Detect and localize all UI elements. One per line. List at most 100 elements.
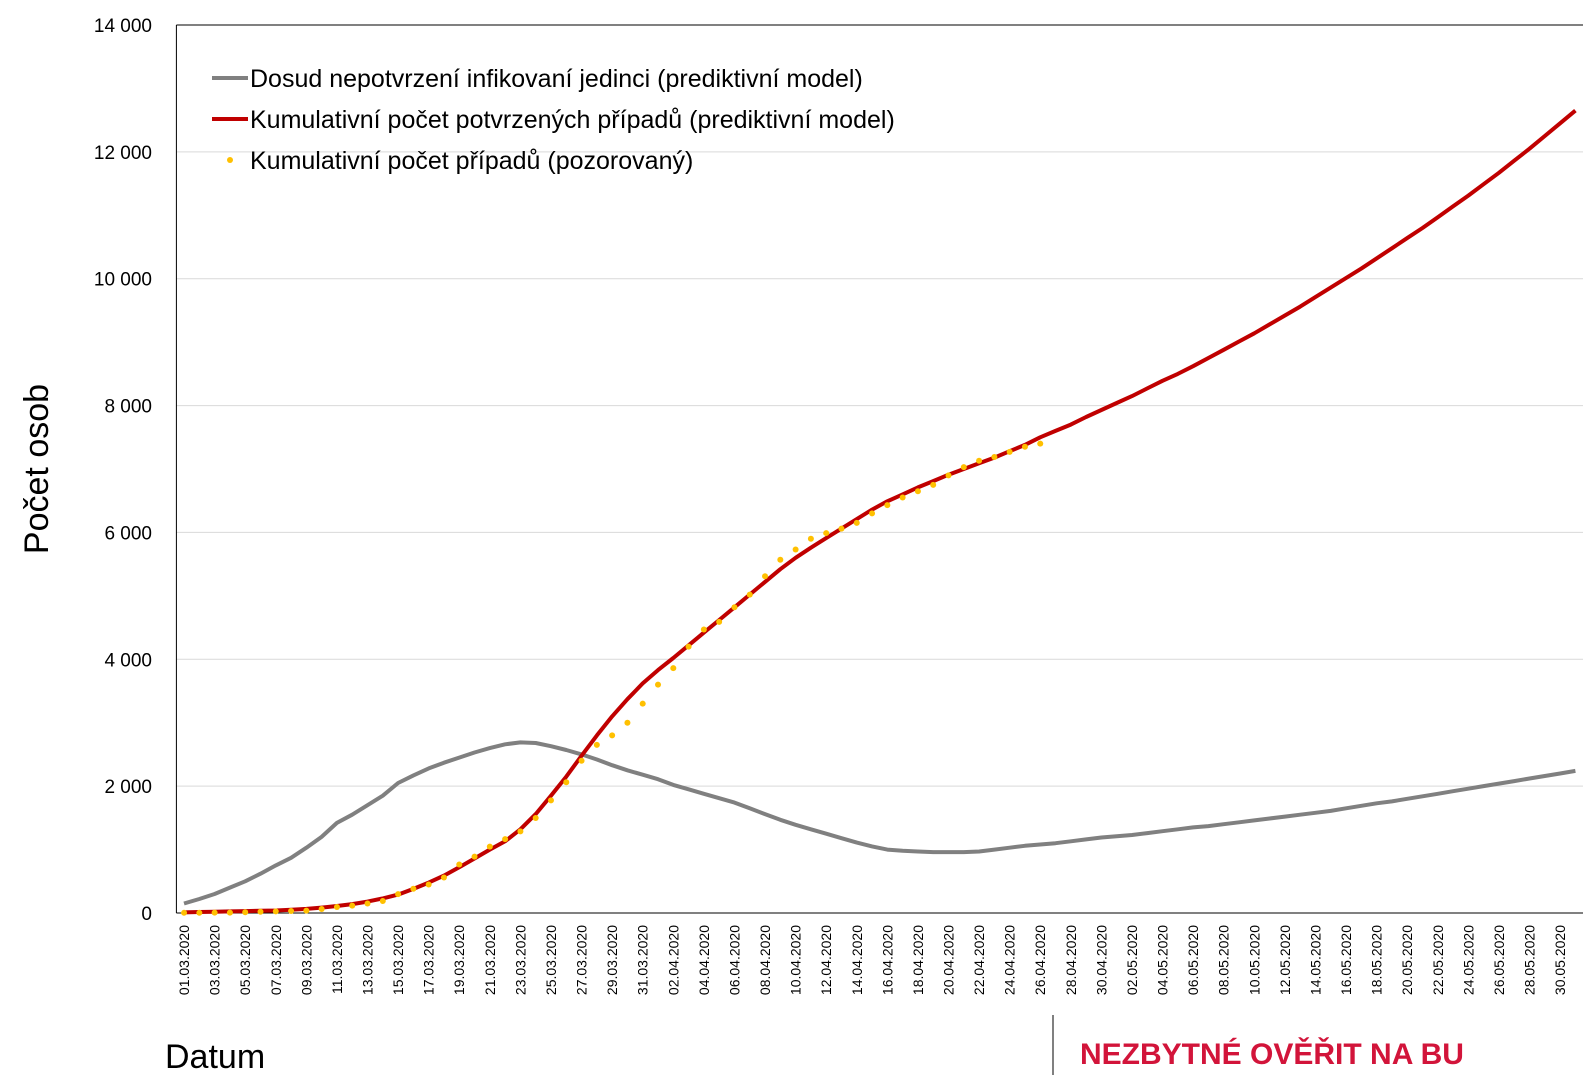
- x-tick-label: 07.03.2020: [268, 925, 284, 995]
- data-point: [792, 546, 799, 553]
- x-tick-label: 08.04.2020: [757, 925, 773, 995]
- data-point: [440, 874, 447, 881]
- annotation: NEZBYTNÉ OVĚŘIT NA BU: [1080, 1037, 1464, 1071]
- x-tick-label: 04.04.2020: [696, 925, 712, 995]
- x-tick-label: 30.04.2020: [1093, 925, 1109, 995]
- data-point: [288, 907, 295, 914]
- x-tick-label: 17.03.2020: [421, 925, 437, 995]
- x-tick-label: 21.03.2020: [482, 925, 498, 995]
- x-tick-label: 30.05.2020: [1552, 925, 1568, 995]
- data-point: [486, 843, 493, 850]
- x-tick-label: 27.03.2020: [574, 925, 590, 995]
- data-point: [823, 530, 830, 537]
- x-tick-label: 20.05.2020: [1399, 925, 1415, 995]
- data-point: [456, 861, 463, 868]
- data-point: [639, 700, 646, 707]
- x-tick-label: 05.03.2020: [237, 925, 253, 995]
- legend-label: Kumulativní počet případů (pozorovaný): [250, 147, 693, 175]
- data-point: [196, 909, 203, 916]
- data-point: [318, 906, 325, 913]
- data-point: [364, 900, 371, 907]
- x-tick-label: 31.03.2020: [635, 925, 651, 995]
- x-tick-label: 14.05.2020: [1307, 925, 1323, 995]
- x-tick-label: 13.03.2020: [360, 925, 376, 995]
- x-tick-label: 03.03.2020: [207, 925, 223, 995]
- x-tick-label: 20.04.2020: [941, 925, 957, 995]
- data-point: [976, 457, 983, 464]
- data-point: [1021, 443, 1028, 450]
- data-point: [226, 909, 233, 916]
- data-point: [838, 525, 845, 532]
- x-tick-label: 24.04.2020: [1002, 925, 1018, 995]
- legend-marker: [227, 157, 233, 163]
- x-tick-label: 15.03.2020: [390, 925, 406, 995]
- data-point: [899, 494, 906, 501]
- data-point: [884, 502, 891, 509]
- x-tick-label: 22.04.2020: [971, 925, 987, 995]
- data-point: [685, 643, 692, 650]
- data-point: [655, 681, 662, 688]
- data-point: [624, 719, 631, 726]
- y-axis-title: Počet osob: [18, 384, 56, 554]
- data-point: [272, 908, 279, 915]
- data-point: [1037, 440, 1044, 447]
- data-point: [211, 909, 218, 916]
- x-tick-label: 25.03.2020: [543, 925, 559, 995]
- x-tick-label: 12.05.2020: [1277, 925, 1293, 995]
- data-point: [242, 909, 249, 916]
- x-tick-label: 14.04.2020: [849, 925, 865, 995]
- data-point: [502, 836, 509, 843]
- y-tick-label: 14 000: [94, 16, 152, 37]
- x-tick-label: 29.03.2020: [604, 925, 620, 995]
- legend-label: Kumulativní počet potvrzených případů (p…: [250, 106, 895, 134]
- x-tick-label: 12.04.2020: [818, 925, 834, 995]
- x-tick-label: 10.05.2020: [1246, 925, 1262, 995]
- data-point: [960, 464, 967, 471]
- data-point: [869, 510, 876, 517]
- data-point: [547, 797, 554, 804]
- x-tick-label: 26.04.2020: [1032, 925, 1048, 995]
- y-tick-label: 6 000: [104, 523, 152, 544]
- x-axis-title: Datum: [165, 1038, 265, 1075]
- x-tick-label: 23.03.2020: [512, 925, 528, 995]
- x-tick-label: 28.05.2020: [1521, 925, 1537, 995]
- x-tick-label: 09.03.2020: [298, 925, 314, 995]
- data-point: [930, 481, 937, 488]
- data-point: [762, 573, 769, 580]
- x-tick-label: 06.05.2020: [1185, 925, 1201, 995]
- data-point: [563, 779, 570, 786]
- data-point: [181, 909, 188, 916]
- x-tick-label: 02.05.2020: [1124, 925, 1140, 995]
- data-point: [670, 665, 677, 672]
- x-tick-label: 19.03.2020: [451, 925, 467, 995]
- x-tick-label: 06.04.2020: [726, 925, 742, 995]
- data-point: [410, 885, 417, 892]
- x-tick-label: 10.04.2020: [788, 925, 804, 995]
- x-tick-label: 01.03.2020: [176, 925, 192, 995]
- x-tick-label: 16.04.2020: [879, 925, 895, 995]
- y-tick-label: 8 000: [104, 397, 152, 418]
- x-tick-label: 28.04.2020: [1063, 925, 1079, 995]
- data-point: [1006, 448, 1013, 455]
- y-tick-label: 12 000: [94, 143, 152, 164]
- data-point: [609, 732, 616, 739]
- data-point: [532, 815, 539, 822]
- series-line: [183, 740, 1576, 906]
- data-point: [578, 757, 585, 764]
- data-point: [349, 902, 356, 909]
- series-line: [183, 109, 1577, 915]
- y-tick-label: 10 000: [94, 270, 152, 291]
- x-tick-label: 18.05.2020: [1369, 925, 1385, 995]
- data-point: [471, 853, 478, 860]
- x-tick-label: 02.04.2020: [665, 925, 681, 995]
- x-tick-label: 04.05.2020: [1155, 925, 1171, 995]
- x-tick-label: 11.03.2020: [329, 925, 345, 994]
- y-tick-label: 0: [141, 904, 152, 925]
- x-tick-label: 24.05.2020: [1460, 925, 1476, 995]
- data-point: [395, 891, 402, 898]
- data-point: [700, 626, 707, 633]
- data-point: [731, 604, 738, 611]
- data-point: [807, 535, 814, 542]
- data-point: [991, 453, 998, 460]
